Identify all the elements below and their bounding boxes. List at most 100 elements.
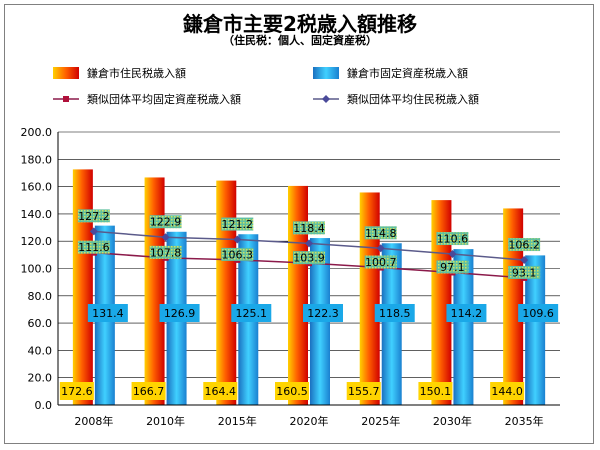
data-label-resident-box — [203, 382, 238, 400]
data-label-avg-property: 93.1 — [512, 266, 537, 279]
x-tick-label: 2020年 — [290, 414, 329, 428]
data-label-resident: 166.7 — [133, 385, 165, 398]
legend-label-property: 鎌倉市固定資産税歳入額 — [347, 66, 468, 80]
x-tick-label: 2030年 — [433, 414, 472, 428]
data-label-avg-resident-box — [221, 217, 254, 231]
y-tick-label: 200.0 — [21, 126, 53, 139]
x-tick-label: 2008年 — [74, 414, 113, 428]
data-label-avg-resident-box — [77, 209, 110, 223]
y-tick-label: 0.0 — [35, 399, 53, 412]
data-label-avg-resident: 114.8 — [365, 227, 397, 240]
y-tick-label: 40.0 — [28, 344, 53, 357]
legend-swatch-property — [313, 67, 339, 79]
data-label-avg-resident: 121.2 — [222, 218, 254, 231]
chart-title: 鎌倉市主要2税歳入額推移 — [183, 12, 417, 36]
data-label-avg-property-box — [364, 255, 397, 269]
data-label-avg-resident: 106.2 — [508, 239, 540, 252]
data-label-avg-property: 100.7 — [365, 256, 397, 269]
chart-subtitle: （住民税：個人、固定資産税） — [223, 34, 377, 47]
y-tick-label: 180.0 — [21, 153, 53, 166]
data-label-avg-property-box — [508, 265, 541, 279]
data-label-avg-resident: 122.9 — [150, 216, 182, 229]
data-label-resident: 155.7 — [348, 385, 380, 398]
data-label-property: 131.4 — [92, 307, 124, 320]
data-label-resident: 172.6 — [61, 385, 93, 398]
axes — [57, 132, 560, 406]
data-label-property: 118.5 — [379, 307, 411, 320]
bar-property — [525, 255, 546, 405]
y-tick-label: 100.0 — [21, 263, 53, 276]
data-label-avg-property-box — [221, 247, 254, 261]
data-label-avg-resident-box — [508, 238, 541, 252]
bars — [72, 169, 546, 405]
x-tick-label: 2025年 — [361, 414, 400, 428]
bar-resident — [359, 192, 380, 405]
data-label-resident: 160.5 — [276, 385, 308, 398]
data-label-avg-resident-box — [436, 232, 469, 246]
data-label-avg-resident-box — [364, 226, 397, 240]
data-label-avg-property-box — [436, 260, 469, 274]
data-label-resident-box — [418, 382, 453, 400]
data-label-avg-resident: 127.2 — [78, 210, 110, 223]
data-label-resident-box — [346, 382, 381, 400]
data-label-property: 122.3 — [307, 307, 339, 320]
data-label-avg-property: 97.1 — [440, 261, 465, 274]
legend: 鎌倉市住民税歳入額 鎌倉市固定資産税歳入額 類似団体平均固定資産税歳入額 類似団… — [53, 66, 479, 106]
bar-resident — [288, 185, 308, 405]
bar-property — [381, 243, 402, 405]
legend-label-avg-resident: 類似団体平均住民税歳入額 — [347, 92, 479, 106]
data-label-resident: 144.0 — [491, 385, 523, 398]
data-label-avg-property-box — [149, 245, 182, 259]
data-label-property-box — [374, 304, 415, 322]
data-label-resident-box — [490, 382, 525, 400]
data-label-property-box — [303, 304, 343, 322]
data-label-avg-property-box — [77, 240, 110, 254]
data-label-resident: 150.1 — [420, 385, 452, 398]
data-label-avg-resident-box — [293, 221, 325, 235]
data-label-resident-box — [59, 382, 94, 400]
x-tick-label: 2035年 — [505, 414, 544, 428]
data-labels: 172.6 131.4 127.2 111.6 166.7 126.9 122.9 107.8… — [59, 209, 559, 400]
bar-resident — [216, 180, 237, 405]
avg-resident-marker — [305, 239, 313, 248]
data-label-property-box — [159, 304, 200, 322]
data-label-avg-property: 111.6 — [78, 241, 110, 254]
avg-resident-marker — [448, 250, 457, 259]
y-tick-label: 120.0 — [21, 235, 53, 248]
x-tick-label: 2010年 — [146, 414, 185, 428]
avg-resident-marker — [376, 244, 385, 253]
legend-marker-avg-property — [63, 96, 69, 102]
data-label-property: 114.2 — [451, 307, 483, 320]
avg-resident-marker — [161, 233, 170, 242]
bar-resident — [503, 208, 524, 405]
data-label-resident: 164.4 — [205, 385, 237, 398]
x-axis-ticks: 2008年 2010年 2015年 2020年 2025年 2030年 2035年 — [74, 414, 543, 428]
data-label-property: 126.9 — [164, 307, 196, 320]
avg-resident-marker — [233, 235, 242, 244]
y-tick-label: 140.0 — [21, 208, 53, 221]
data-label-resident-box — [131, 382, 166, 400]
data-label-resident-box — [275, 382, 309, 400]
y-tick-label: 80.0 — [28, 290, 53, 303]
y-tick-label: 160.0 — [21, 181, 53, 194]
data-label-property-box — [87, 304, 128, 322]
data-label-avg-resident: 110.6 — [437, 233, 469, 246]
x-tick-label: 2015年 — [218, 414, 257, 428]
data-label-avg-property: 107.8 — [150, 246, 182, 259]
legend-label-avg-property: 類似団体平均固定資産税歳入額 — [87, 92, 241, 106]
legend-marker-avg-resident — [322, 95, 330, 103]
data-label-property: 109.6 — [522, 307, 554, 320]
data-label-avg-property: 103.9 — [293, 252, 325, 265]
y-tick-label: 20.0 — [28, 372, 53, 385]
bar-resident — [431, 200, 452, 405]
legend-label-resident: 鎌倉市住民税歳入額 — [87, 66, 186, 80]
data-label-avg-resident: 118.4 — [293, 222, 325, 235]
data-label-property-box — [518, 304, 559, 322]
y-axis-ticks: 0.0 20.0 40.0 60.0 80.0 100.0 120.0 140.0 160.0 1… — [21, 126, 53, 412]
avg-resident-marker — [520, 256, 529, 265]
data-label-property-box — [446, 304, 487, 322]
data-label-property: 125.1 — [236, 307, 268, 320]
bar-resident — [144, 177, 165, 405]
legend-swatch-resident — [53, 67, 79, 79]
